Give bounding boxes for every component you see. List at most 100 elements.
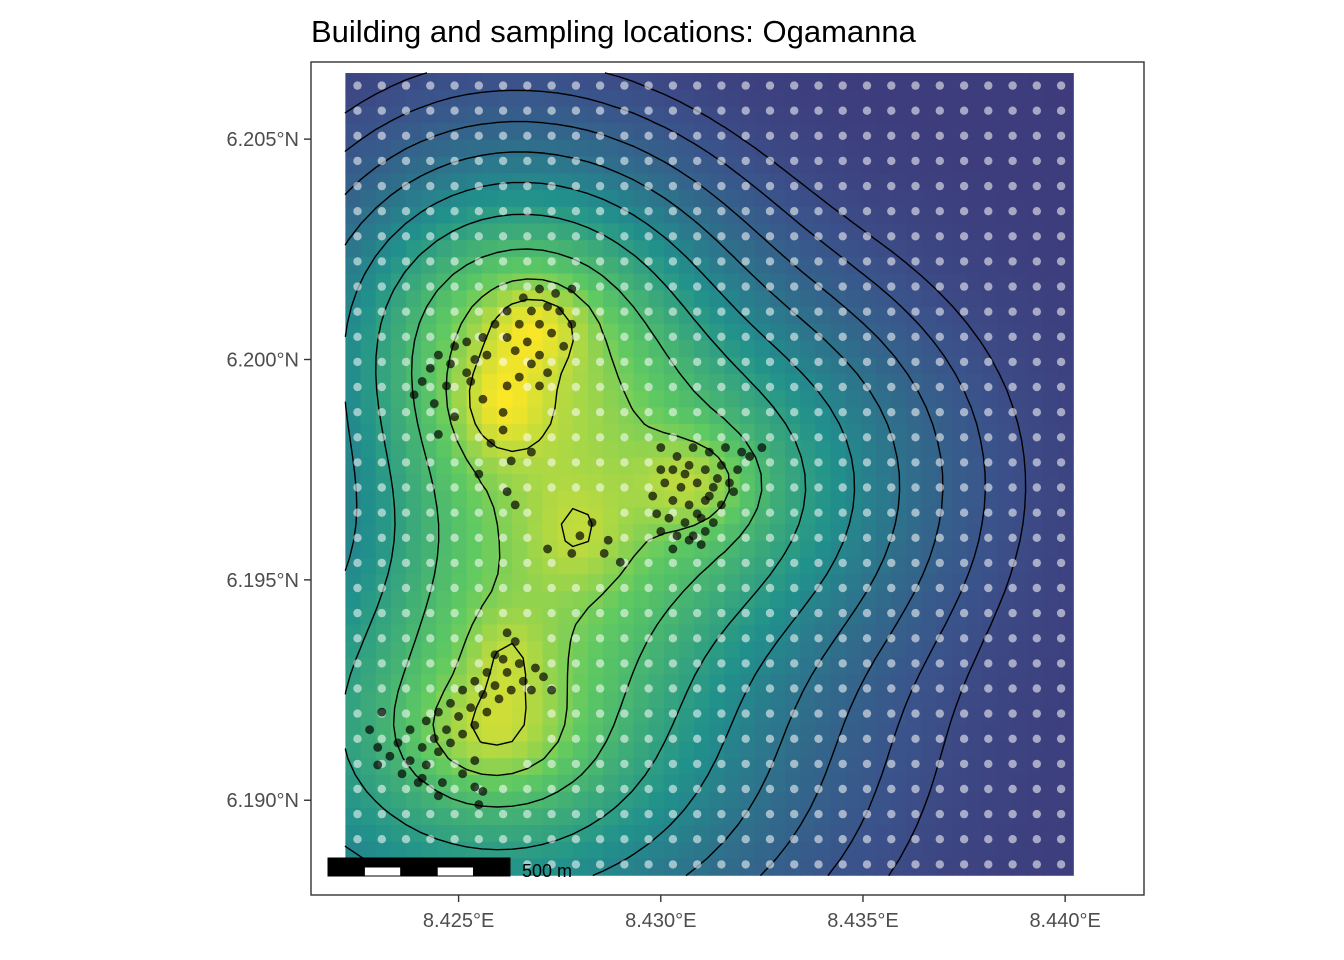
- raster-cell: [967, 206, 983, 225]
- raster-cell: [830, 490, 847, 509]
- raster-cell: [557, 89, 574, 108]
- building-point: [433, 350, 443, 360]
- sampling-point: [571, 583, 581, 593]
- raster-cell: [1027, 440, 1044, 458]
- scale-bar-segment: [400, 857, 438, 868]
- sampling-point: [862, 784, 872, 794]
- raster-cell: [587, 139, 604, 158]
- building-point: [551, 288, 561, 298]
- raster-cell: [845, 407, 862, 425]
- raster-cell: [724, 223, 741, 241]
- raster-cell: [497, 190, 513, 208]
- raster-cell: [375, 490, 392, 509]
- raster-cell: [436, 106, 453, 124]
- sampling-point: [741, 357, 750, 367]
- building-point: [454, 711, 464, 721]
- sampling-point: [741, 860, 750, 869]
- sampling-point: [862, 659, 872, 668]
- raster-cell: [1027, 490, 1044, 509]
- raster-cell: [481, 507, 498, 525]
- raster-cell: [360, 139, 377, 158]
- sampling-point: [790, 759, 799, 769]
- sampling-point: [717, 332, 726, 341]
- sampling-point: [741, 759, 750, 769]
- raster-cell: [1027, 390, 1044, 408]
- raster-cell: [451, 741, 468, 759]
- raster-cell: [678, 841, 695, 860]
- scale-bar-label: 500 m: [522, 861, 572, 881]
- sampling-point: [1032, 257, 1042, 266]
- raster-cell: [754, 540, 771, 559]
- raster-cell: [709, 340, 726, 358]
- raster-cell: [891, 240, 908, 258]
- raster-cell: [678, 858, 695, 876]
- raster-cell: [663, 390, 680, 408]
- raster-cell: [1058, 591, 1074, 609]
- raster-cell: [967, 139, 983, 158]
- raster-cell: [860, 139, 877, 158]
- raster-cell: [724, 641, 741, 659]
- sampling-point: [935, 332, 944, 341]
- scale-bar-segment: [473, 857, 511, 868]
- scale-bar-segment: [473, 866, 511, 877]
- raster-cell: [678, 423, 695, 442]
- raster-cell: [603, 390, 619, 408]
- raster-cell: [800, 390, 817, 408]
- raster-cell: [481, 156, 498, 174]
- sampling-point: [571, 207, 581, 216]
- building-point: [543, 368, 553, 378]
- sampling-point: [1008, 458, 1017, 467]
- building-point: [684, 460, 694, 470]
- raster-cell: [603, 624, 619, 642]
- sampling-point: [911, 81, 920, 90]
- sampling-point: [814, 282, 823, 291]
- raster-cell: [572, 691, 589, 709]
- raster-cell: [800, 407, 817, 425]
- building-point: [450, 341, 460, 351]
- raster-cell: [967, 657, 983, 676]
- raster-cell: [497, 290, 513, 308]
- raster-cell: [891, 540, 908, 559]
- sampling-point: [984, 734, 993, 743]
- sampling-point: [1032, 232, 1042, 241]
- sampling-point: [547, 659, 556, 668]
- raster-cell: [481, 423, 498, 442]
- sampling-point: [790, 207, 799, 216]
- sampling-point: [935, 533, 944, 542]
- sampling-point: [959, 232, 969, 241]
- building-point: [526, 359, 536, 369]
- sampling-point: [595, 784, 605, 794]
- sampling-point: [717, 634, 726, 643]
- sampling-point: [523, 207, 532, 216]
- sampling-point: [814, 860, 823, 869]
- raster-cell: [390, 841, 407, 860]
- raster-cell: [921, 89, 938, 108]
- sampling-point: [887, 659, 896, 668]
- sampling-point: [1056, 207, 1066, 216]
- sampling-point: [547, 634, 556, 643]
- sampling-point: [426, 257, 435, 266]
- raster-cell: [754, 190, 771, 208]
- sampling-point: [959, 408, 969, 417]
- raster-cell: [587, 524, 604, 542]
- raster-cell: [1042, 223, 1059, 241]
- sampling-point: [1032, 709, 1042, 718]
- sampling-point: [741, 608, 750, 618]
- raster-cell: [830, 691, 847, 709]
- sampling-point: [1056, 483, 1066, 492]
- raster-cell: [830, 591, 847, 609]
- raster-cell: [360, 758, 377, 776]
- raster-cell: [739, 841, 756, 860]
- building-point: [494, 694, 504, 704]
- sampling-point: [1032, 508, 1042, 517]
- sampling-point: [862, 408, 872, 417]
- raster-cell: [921, 123, 938, 141]
- raster-cell: [360, 340, 377, 358]
- raster-cell: [360, 540, 377, 559]
- sampling-point: [838, 809, 847, 819]
- sampling-point: [668, 583, 678, 593]
- sampling-point: [814, 583, 823, 593]
- raster-cell: [360, 457, 377, 475]
- sampling-point: [1032, 583, 1042, 593]
- y-tick-label: 6.205°N: [227, 129, 300, 151]
